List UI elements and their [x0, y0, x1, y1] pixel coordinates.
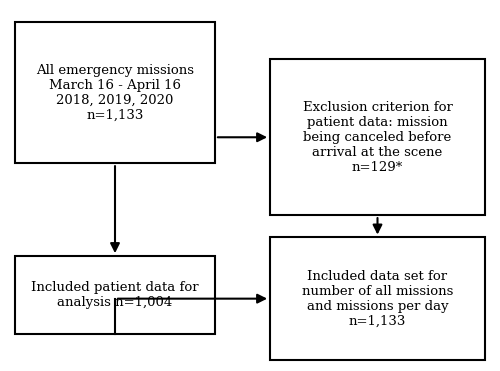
Bar: [270, 237, 485, 360]
Bar: [270, 59, 485, 215]
Text: Included data set for
number of all missions
and missions per day
n=1,133: Included data set for number of all miss…: [302, 270, 453, 328]
Text: Included patient data for
analysis n=1,004: Included patient data for analysis n=1,0…: [31, 281, 199, 309]
Bar: [15, 256, 215, 334]
Text: Exclusion criterion for
patient data: mission
being canceled before
arrival at t: Exclusion criterion for patient data: mi…: [302, 101, 452, 174]
Text: All emergency missions
March 16 - April 16
2018, 2019, 2020
n=1,133: All emergency missions March 16 - April …: [36, 64, 194, 122]
Bar: [15, 22, 215, 163]
